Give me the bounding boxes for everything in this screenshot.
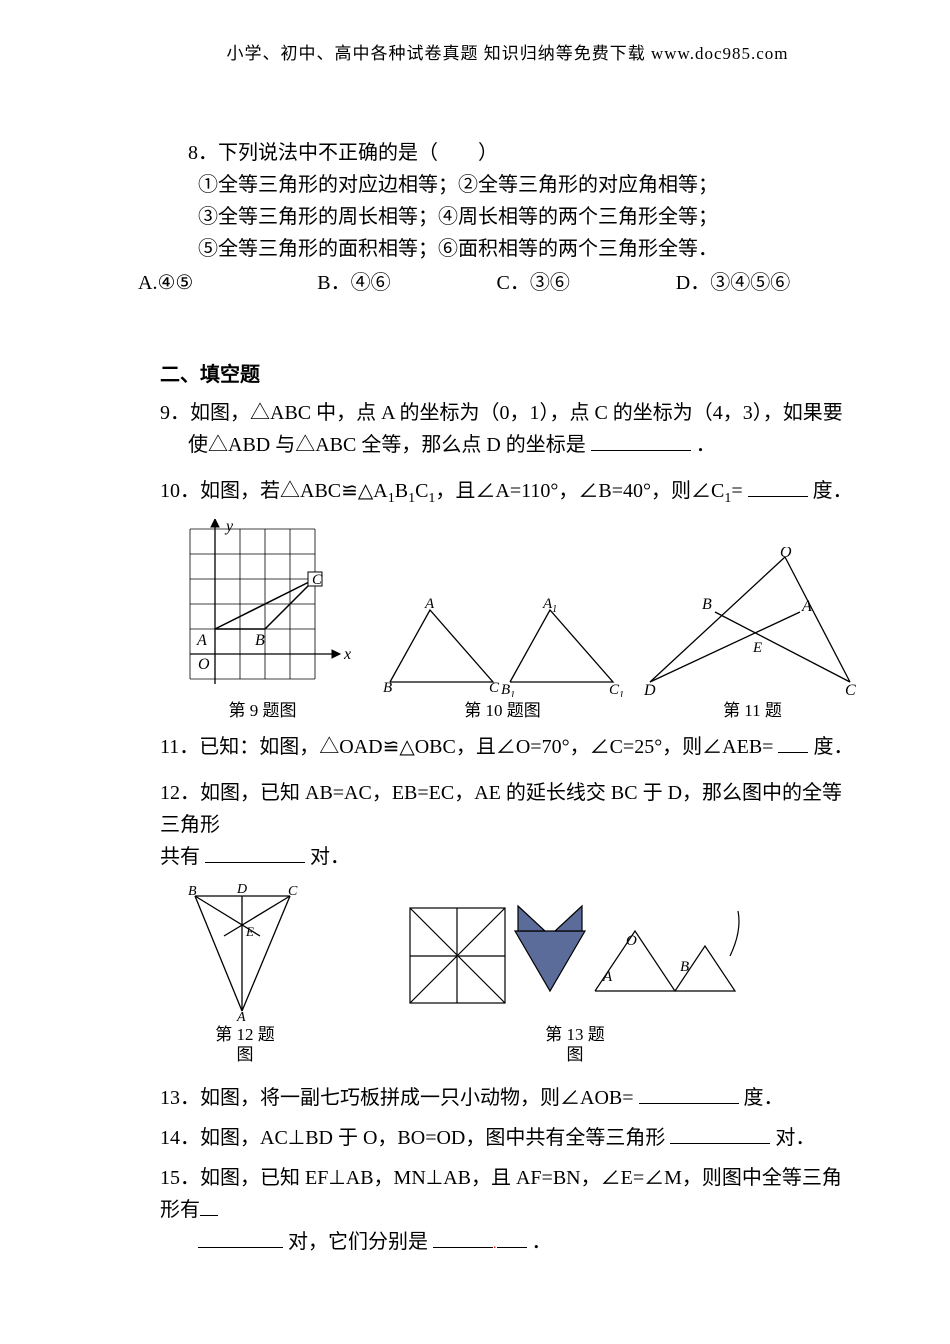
q8-options: A.④⑤ B．④⑥ C．③⑥ D．③④⑤⑥ bbox=[138, 267, 855, 299]
q10-s1: 1 bbox=[388, 491, 395, 506]
figure-row-1: y x A B C O 第 9 题图 A B C A1 B1 C1 bbox=[160, 519, 855, 721]
q12-line1: 12．如图，已知 AB=AC，EB=EC，AE 的延长线交 BC 于 D，那么图… bbox=[160, 777, 855, 841]
question-15: 15．如图，已知 EF⊥AB，MN⊥AB，且 AF=BN，∠E=∠M，则图中全等… bbox=[160, 1162, 855, 1258]
figure-10-caption: 第 10 题图 bbox=[464, 701, 541, 721]
svg-text:C: C bbox=[312, 572, 323, 588]
q8-s1: ①全等三角形的对应边相等；②全等三角形的对应角相等； bbox=[160, 169, 855, 201]
figure-12: B D C E A 第 12 题 图 bbox=[180, 881, 310, 1066]
q10-d: ，且∠A=110°，∠B=40°，则∠C bbox=[435, 480, 724, 502]
figure-11-svg: O B A D C E bbox=[640, 547, 865, 697]
q13-text: 13．如图，将一副七巧板拼成一只小动物，则∠AOB= bbox=[160, 1087, 634, 1109]
svg-text:B: B bbox=[383, 680, 392, 696]
q14-blank bbox=[670, 1123, 770, 1144]
svg-text:C: C bbox=[489, 680, 500, 696]
q10-blank bbox=[748, 476, 808, 497]
svg-text:D: D bbox=[643, 682, 656, 697]
q11-text: 11．已知：如图，△OAD≌△OBC，且∠O=70°，∠C=25°，则∠AEB= bbox=[160, 736, 773, 758]
q8-stem: 下列说法中不正确的是（ ） bbox=[218, 142, 498, 164]
q8-opt-b: B．④⑥ bbox=[317, 267, 496, 299]
svg-text:B: B bbox=[702, 596, 712, 613]
figure-12-svg: B D C E A bbox=[180, 881, 310, 1021]
figure-9-caption: 第 9 题图 bbox=[229, 701, 297, 721]
svg-text:E: E bbox=[752, 640, 762, 656]
svg-text:B: B bbox=[255, 632, 265, 649]
svg-text:C: C bbox=[845, 682, 856, 697]
q8-num: 8． bbox=[188, 142, 218, 164]
q8-opt-d: D．③④⑤⑥ bbox=[676, 267, 855, 299]
figure-10-svg: A B C A1 B1 C1 bbox=[375, 592, 630, 697]
q8-s2: ③全等三角形的周长相等；④周长相等的两个三角形全等； bbox=[160, 201, 855, 233]
q15-line2c: ． bbox=[532, 1231, 552, 1253]
question-13: 13．如图，将一副七巧板拼成一只小动物，则∠AOB= 度． bbox=[160, 1082, 855, 1114]
q9-line1: 9．如图，△ABC 中，点 A 的坐标为（0，1），点 C 的坐标为（4，3），… bbox=[160, 397, 855, 429]
q10-b: B bbox=[395, 480, 408, 502]
q10-tail: 度． bbox=[813, 480, 853, 502]
q15-line1: 15．如图，已知 EF⊥AB，MN⊥AB，且 AF=BN，∠E=∠M，则图中全等… bbox=[160, 1167, 842, 1221]
svg-text:C: C bbox=[288, 884, 298, 899]
page-header: 小学、初中、高中各种试卷真题 知识归纳等免费下载 www.doc985.com bbox=[160, 40, 855, 67]
figure-12-caption: 第 12 题 图 bbox=[215, 1025, 275, 1066]
svg-text:A1: A1 bbox=[542, 596, 557, 615]
question-9: 9．如图，△ABC 中，点 A 的坐标为（0，1），点 C 的坐标为（4，3），… bbox=[160, 397, 855, 461]
section-2-title: 二、填空题 bbox=[160, 359, 855, 391]
q15-blank1a bbox=[200, 1195, 218, 1216]
q8-s3: ⑤全等三角形的面积相等；⑥面积相等的两个三角形全等． bbox=[160, 233, 855, 265]
svg-text:A: A bbox=[801, 598, 812, 615]
svg-text:B: B bbox=[680, 959, 689, 975]
svg-text:A: A bbox=[196, 632, 207, 649]
figure-13-caption: 第 13 题 图 bbox=[545, 1025, 605, 1066]
svg-text:B: B bbox=[188, 884, 197, 899]
svg-text:O: O bbox=[198, 656, 210, 673]
figure-13-svg: O A B bbox=[400, 896, 750, 1021]
q8-opt-c: C．③⑥ bbox=[497, 267, 676, 299]
svg-text:D: D bbox=[236, 882, 247, 897]
question-10: 10．如图，若△ABC≌△A1B1C1，且∠A=110°，∠B=40°，则∠C1… bbox=[160, 475, 855, 510]
q11-blank bbox=[778, 732, 808, 753]
q10-c: C bbox=[415, 480, 428, 502]
figure-11-caption: 第 11 题 bbox=[723, 701, 782, 721]
q10-s2: 1 bbox=[408, 491, 415, 506]
q12-line2b: 对． bbox=[310, 846, 350, 868]
svg-text:A: A bbox=[424, 596, 435, 612]
svg-text:O: O bbox=[780, 547, 792, 561]
q11-tail: 度． bbox=[813, 736, 853, 758]
question-8: 8．下列说法中不正确的是（ ） ①全等三角形的对应边相等；②全等三角形的对应角相… bbox=[160, 137, 855, 299]
q14-text: 14．如图，AC⊥BD 于 O，BO=OD，图中共有全等三角形 bbox=[160, 1127, 665, 1149]
q12-blank bbox=[205, 842, 305, 863]
q10-a: 10．如图，若△ABC≌△A bbox=[160, 480, 388, 502]
q15-line2b: 对，它们分别是 bbox=[288, 1231, 428, 1253]
figure-10: A B C A1 B1 C1 第 10 题图 bbox=[375, 592, 630, 721]
figure-row-2: B D C E A 第 12 题 图 bbox=[160, 881, 855, 1066]
svg-text:C1: C1 bbox=[609, 682, 624, 697]
q9-tail: ． bbox=[696, 434, 716, 456]
q8-opt-a: A.④⑤ bbox=[138, 267, 317, 299]
q13-tail: 度． bbox=[744, 1087, 784, 1109]
svg-text:A: A bbox=[236, 1010, 246, 1021]
q15-blank3 bbox=[497, 1227, 527, 1248]
figure-9-svg: y x A B C O bbox=[160, 519, 365, 697]
page: 小学、初中、高中各种试卷真题 知识归纳等免费下载 www.doc985.com … bbox=[0, 0, 950, 1344]
q14-tail: 对． bbox=[775, 1127, 815, 1149]
svg-text:A: A bbox=[602, 969, 613, 985]
question-12: 12．如图，已知 AB=AC，EB=EC，AE 的延长线交 BC 于 D，那么图… bbox=[160, 777, 855, 873]
svg-text:E: E bbox=[245, 924, 254, 939]
q13-blank bbox=[639, 1083, 739, 1104]
figure-9: y x A B C O 第 9 题图 bbox=[160, 519, 365, 721]
q12-line2a: 共有 bbox=[160, 846, 200, 868]
q9-line2: 使△ABD 与△ABC 全等，那么点 D 的坐标是 bbox=[188, 434, 586, 456]
figure-13: O A B 第 13 题 图 bbox=[400, 896, 750, 1066]
svg-text:x: x bbox=[343, 646, 351, 663]
q10-e: = bbox=[731, 480, 742, 502]
q15-blank1 bbox=[198, 1227, 283, 1248]
svg-text:O: O bbox=[626, 933, 637, 949]
question-11: 11．已知：如图，△OAD≌△OBC，且∠O=70°，∠C=25°，则∠AEB=… bbox=[160, 731, 855, 763]
q15-blank2 bbox=[433, 1227, 493, 1248]
figure-11: O B A D C E 第 11 题 bbox=[640, 547, 865, 721]
svg-text:y: y bbox=[224, 519, 234, 535]
q9-blank bbox=[591, 430, 691, 451]
svg-text:B1: B1 bbox=[501, 682, 515, 697]
question-14: 14．如图，AC⊥BD 于 O，BO=OD，图中共有全等三角形 对． bbox=[160, 1122, 855, 1154]
